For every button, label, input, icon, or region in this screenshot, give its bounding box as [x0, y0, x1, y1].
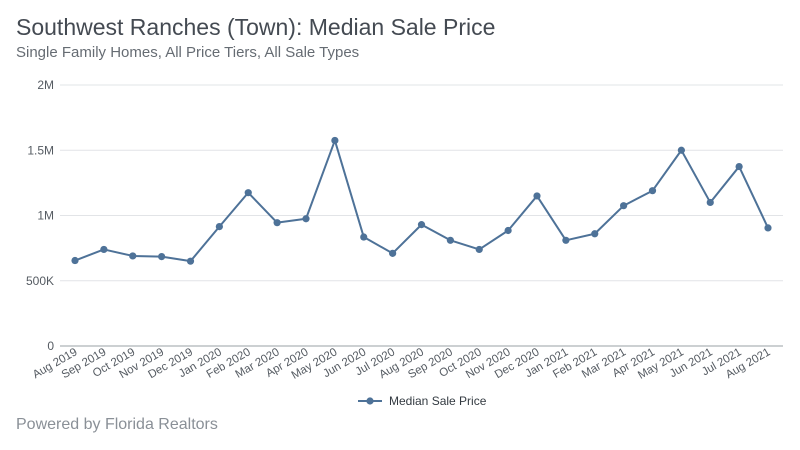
- data-point[interactable]: [244, 189, 252, 197]
- data-point[interactable]: [677, 146, 685, 154]
- data-point[interactable]: [273, 219, 281, 227]
- data-point[interactable]: [591, 230, 599, 238]
- data-point[interactable]: [620, 202, 628, 210]
- chart-title: Southwest Ranches (Town): Median Sale Pr…: [16, 14, 496, 40]
- data-point[interactable]: [389, 249, 397, 257]
- data-point[interactable]: [562, 236, 570, 244]
- chart-subtitle: Single Family Homes, All Price Tiers, Al…: [16, 44, 360, 61]
- legend-marker-swatch: [366, 397, 374, 405]
- data-point[interactable]: [706, 198, 714, 207]
- data-point[interactable]: [475, 245, 483, 254]
- data-point[interactable]: [215, 222, 223, 231]
- y-tick-label: 0: [47, 339, 54, 353]
- series-layer: [71, 136, 772, 265]
- legend: Median Sale Price: [358, 394, 487, 408]
- data-point[interactable]: [158, 253, 166, 261]
- footer-credit: Powered by Florida Realtors: [16, 416, 218, 433]
- y-tick-label: 500K: [26, 274, 54, 288]
- y-tick-label: 1.5M: [27, 143, 54, 157]
- data-point[interactable]: [100, 245, 108, 254]
- y-axis-ticks: 0 500K 1M 1.5M 2M: [26, 78, 54, 353]
- legend-label[interactable]: Median Sale Price: [389, 394, 487, 408]
- data-point[interactable]: [71, 256, 79, 265]
- y-tick-label: 1M: [37, 209, 54, 223]
- data-point[interactable]: [735, 162, 743, 171]
- grid-lines: [60, 84, 783, 347]
- y-tick-label: 2M: [37, 78, 54, 92]
- data-point[interactable]: [360, 233, 368, 241]
- data-point[interactable]: [648, 187, 657, 195]
- data-point[interactable]: [331, 136, 339, 145]
- data-point[interactable]: [504, 226, 512, 235]
- data-point[interactable]: [129, 252, 137, 260]
- data-point[interactable]: [533, 192, 541, 200]
- data-point[interactable]: [186, 257, 195, 265]
- data-point[interactable]: [417, 221, 426, 229]
- data-point[interactable]: [446, 236, 454, 244]
- data-point[interactable]: [302, 215, 310, 223]
- data-point[interactable]: [764, 224, 772, 232]
- series-line: [74, 139, 769, 263]
